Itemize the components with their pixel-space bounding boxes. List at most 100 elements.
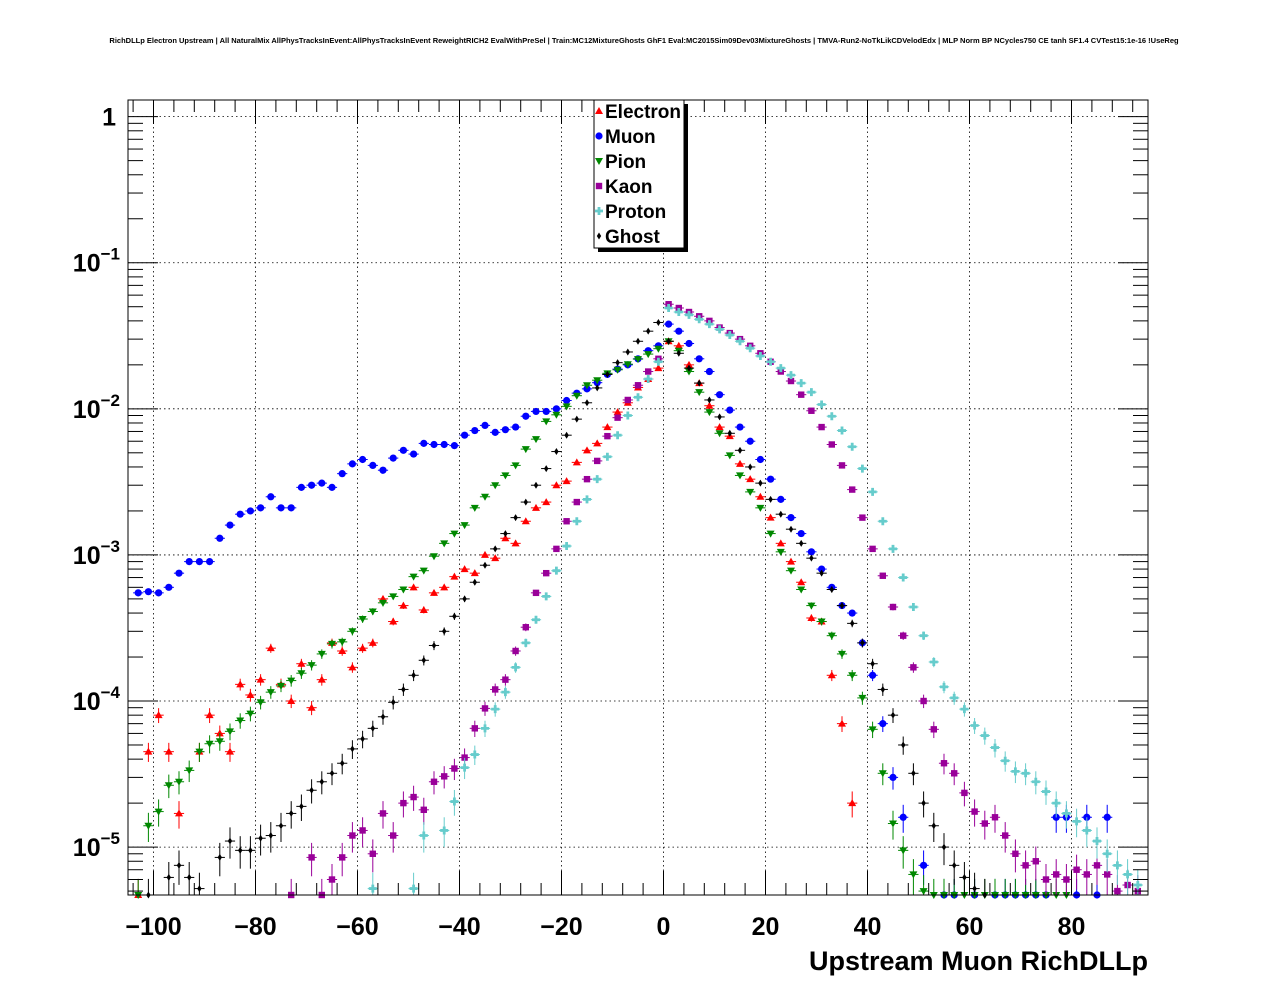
data-point [1021,769,1030,778]
data-point [164,747,173,755]
data-point [339,854,346,861]
data-point [430,440,438,449]
data-point [501,472,510,480]
data-point [481,724,489,733]
data-point [409,583,418,591]
data-point [634,393,642,402]
data-point [583,446,591,454]
data-point [441,773,448,780]
data-point [807,602,816,610]
data-point [430,553,438,561]
data-point [358,644,367,652]
data-point [287,677,296,685]
data-point [848,799,857,807]
data-point [511,663,520,672]
data-point [501,426,509,434]
data-point [1031,777,1040,786]
data-point [164,782,173,790]
data-point [593,475,602,484]
data-point [869,671,877,679]
data-point [554,448,559,456]
data-point [644,375,653,384]
data-point [950,693,959,702]
data-point [482,561,488,569]
data-point [634,382,642,389]
data-point [869,545,876,553]
data-point [746,475,755,483]
data-point [420,806,427,814]
data-point [809,554,814,562]
data-point [359,455,367,464]
data-series [133,301,1143,899]
x-tick-label: −20 [540,913,582,941]
data-point [185,558,193,566]
data-point [360,735,365,743]
data-point [144,588,152,596]
data-point [532,503,540,511]
data-point [481,421,489,430]
data-point [318,479,326,487]
data-point [900,632,907,639]
data-point [277,682,285,690]
data-point [266,644,275,652]
data-point [572,517,581,526]
data-point [562,542,571,551]
data-point [768,495,773,503]
data-point [1103,813,1111,821]
data-point [328,483,336,491]
data-point [277,504,285,512]
data-point [491,428,499,436]
data-point [623,361,632,369]
data-point [911,769,916,777]
data-point [685,339,693,348]
data-point [542,418,551,426]
data-point [1063,876,1070,883]
data-point [542,498,551,506]
data-point [308,481,316,489]
data-point [1082,826,1091,835]
data-point [991,814,999,821]
data-point [838,719,846,727]
legend-marker-ghost [596,232,602,240]
data-point [827,671,836,679]
data-point [889,820,897,828]
data-point [369,461,377,469]
data-point [268,832,273,840]
data-point [522,412,530,420]
x-tick-label: −80 [234,913,276,941]
data-point [654,364,663,372]
x-tick-label: −40 [438,913,480,941]
data-point [379,599,387,607]
data-point [675,327,683,335]
data-point [971,808,978,815]
data-point [1072,817,1081,826]
data-point [705,367,714,376]
data-point [462,595,467,603]
legend-label-pion: Pion [605,152,646,173]
x-tick-labels: −100 −80 −60 −40 −20 0 20 40 60 80 [125,913,1085,941]
data-point [542,592,551,601]
data-point [368,638,377,646]
data-point [766,513,775,521]
data-point [685,360,693,368]
data-point [368,884,377,893]
data-point [787,567,795,575]
data-point [890,711,896,719]
data-point [543,569,550,577]
data-point [409,573,418,581]
data-point [552,566,561,575]
data-point [828,441,835,448]
data-point [319,778,324,786]
data-point [452,612,457,620]
data-point [725,331,734,340]
legend-label-ghost: Ghost [605,227,661,248]
data-point [666,337,671,345]
data-point [338,638,347,646]
data-point [776,548,785,556]
data-point [858,694,867,702]
data-point [297,670,306,678]
data-point [583,475,591,483]
data-point [246,690,255,698]
data-point [1093,837,1101,846]
data-point [787,377,795,385]
